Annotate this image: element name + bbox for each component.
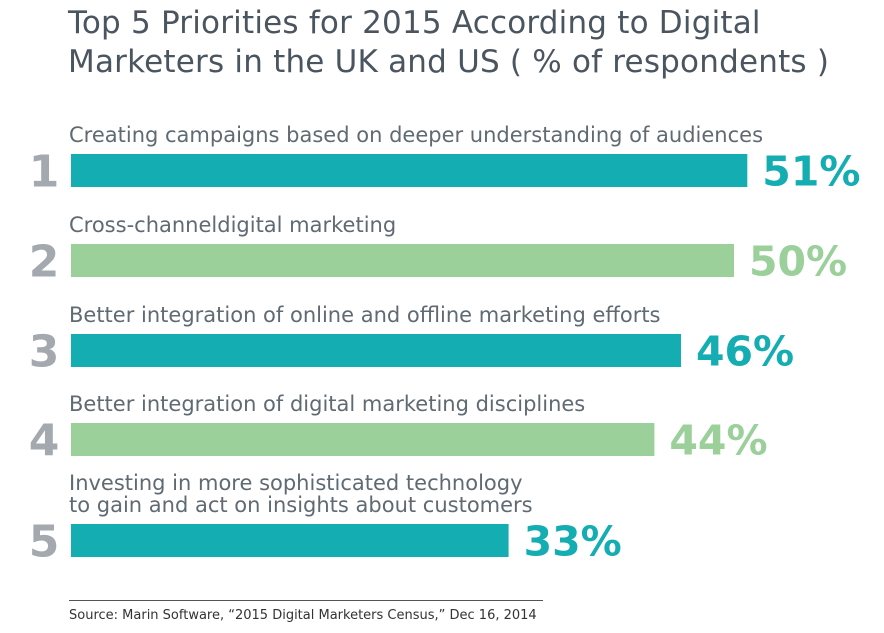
source-divider	[69, 600, 543, 601]
bar	[71, 334, 681, 367]
rank-number: 5	[29, 517, 60, 568]
rank-number: 2	[29, 237, 60, 288]
value-label: 51%	[762, 148, 860, 196]
category-label: Creating campaigns based on deeper under…	[69, 123, 763, 147]
rank-number: 4	[29, 416, 60, 467]
value-label: 50%	[749, 238, 847, 286]
category-label: Investing in more sophisticated technolo…	[69, 471, 523, 495]
bar	[71, 423, 655, 456]
category-label: to gain and act on insights about custom…	[69, 493, 533, 517]
bar	[71, 524, 509, 557]
bar	[71, 244, 734, 277]
bar	[71, 154, 748, 187]
category-label: Better integration of digital marketing …	[69, 392, 585, 416]
rank-number: 3	[29, 327, 60, 378]
value-label: 33%	[524, 518, 622, 566]
category-label: Cross-channeldigital marketing	[69, 213, 396, 237]
bar-chart: Creating campaigns based on deeper under…	[29, 123, 861, 568]
value-label: 46%	[696, 328, 794, 376]
chart-title: Top 5 Priorities for 2015 According to D…	[68, 5, 830, 80]
category-label: Better integration of online and offline…	[69, 303, 661, 327]
source-note: Source: Marin Software, “2015 Digital Ma…	[69, 608, 537, 623]
value-label: 44%	[669, 417, 767, 465]
rank-number: 1	[29, 147, 60, 198]
